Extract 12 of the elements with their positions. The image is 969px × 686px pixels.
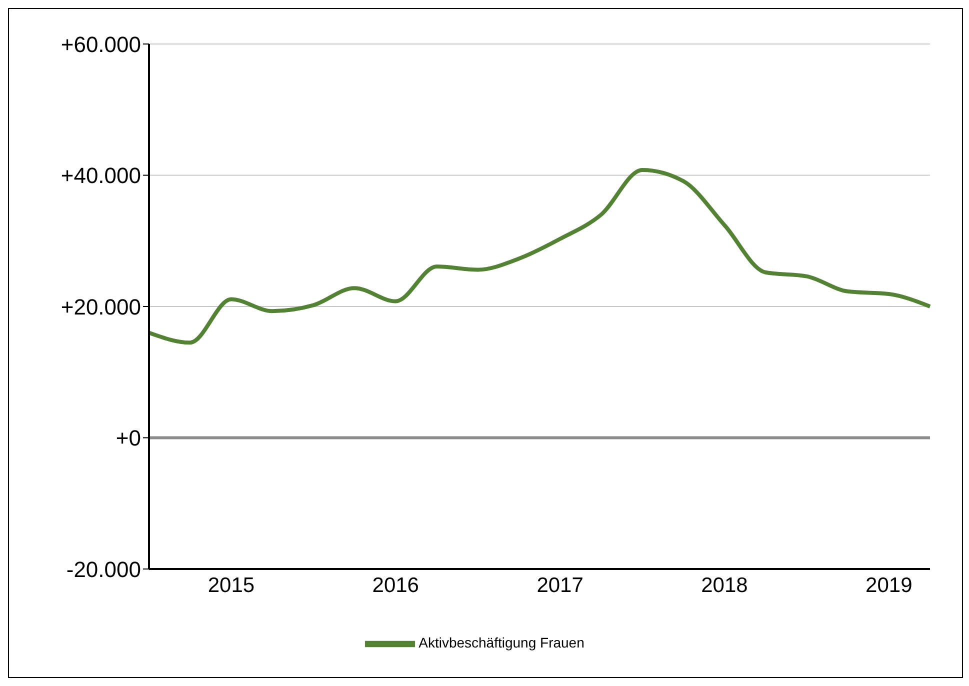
legend-label: Aktivbeschäftigung Frauen	[418, 634, 584, 651]
line-series	[147, 168, 932, 345]
x-tick-label: 2016	[372, 574, 419, 597]
y-tick-label: +20.000	[60, 294, 141, 320]
y-tick-label: +60.000	[60, 32, 141, 57]
y-tick-label: +0	[116, 426, 141, 451]
x-tick-label: 2015	[208, 574, 255, 597]
y-tick-label: -20.000	[66, 556, 141, 582]
x-tick-label: 2018	[701, 574, 748, 597]
x-tick-label: 2017	[536, 574, 584, 597]
x-tick-label: 2019	[866, 574, 912, 597]
y-tick-label: +40.000	[60, 163, 141, 188]
